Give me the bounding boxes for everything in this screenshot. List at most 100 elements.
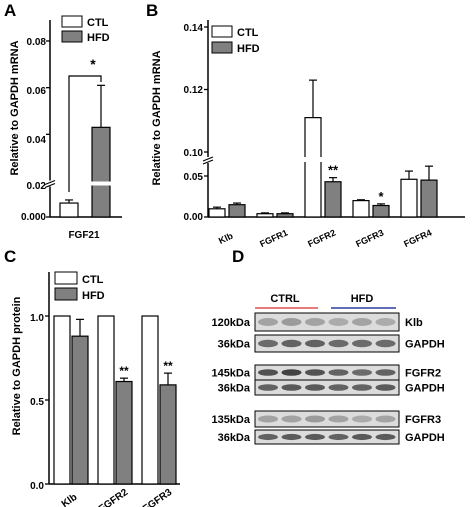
panel-c-ytick: 1.0	[30, 313, 44, 324]
panel-c-xtick: Klb	[60, 492, 80, 507]
blot-band	[352, 369, 372, 376]
blot-row-frame	[254, 410, 400, 428]
panel-b-ytick: 0.05	[184, 172, 204, 183]
panel-b-legend-hfd-swatch	[211, 41, 233, 54]
panel-a-significance: *	[90, 56, 96, 72]
panel-b-ytick: 0.12	[184, 85, 204, 96]
blot-band	[281, 339, 302, 348]
blot-band	[258, 339, 278, 348]
panel-c-xtick: FGFR3	[141, 487, 175, 507]
blot-band	[375, 384, 396, 391]
panel-b-bar-ctl	[400, 178, 418, 218]
panel-c-plot: Klb ** FGFR2 ** FGFR3	[45, 272, 180, 507]
panel-c-legend-ctl: CTL	[82, 274, 104, 286]
blot-row-frame	[254, 429, 400, 445]
blot-mw-label: 36kDa	[218, 432, 251, 444]
panel-b-bar-hfd	[420, 179, 438, 218]
panel-c-bar-ctl	[53, 315, 71, 485]
panel-b-legend-hfd: HFD	[237, 43, 260, 55]
panel-a-ytick: 0.08	[27, 37, 47, 48]
panel-b-bar-hfd	[276, 213, 294, 218]
blot-band	[375, 318, 396, 326]
blot-group-hfd: HFD	[351, 293, 374, 305]
panel-b-bar-hfd	[324, 181, 342, 218]
panel-b-bar-hfd	[228, 204, 246, 218]
blot-band	[352, 415, 372, 423]
panel-a-ytick: 0.02	[27, 181, 47, 192]
panel-c-legend-hfd: HFD	[82, 290, 105, 302]
blot-band	[305, 369, 325, 376]
blot-band	[352, 384, 372, 391]
panel-c: Relative to GAPDH protein 1.0 0.5 0.0 CT…	[11, 271, 105, 492]
panel-a-bar-ctl	[59, 202, 79, 218]
panel-b-bar-ctl	[304, 117, 322, 218]
blot-band	[281, 369, 302, 376]
blot-band	[305, 384, 325, 391]
blot-band	[375, 369, 396, 376]
blot-band	[258, 384, 278, 391]
blot-protein-label: GAPDH	[405, 339, 445, 351]
panel-c-bar-hfd	[71, 335, 89, 485]
blot-band	[352, 339, 372, 348]
blot-band	[375, 433, 396, 441]
blot-band	[328, 339, 349, 348]
panel-b-bar-ctl	[352, 200, 370, 218]
blot-mw-label: 120kDa	[211, 317, 250, 329]
panel-c-significance: **	[163, 359, 173, 373]
blot-protein-label: GAPDH	[405, 432, 445, 444]
panel-b-bar-ctl	[256, 213, 274, 218]
blot-protein-label: Klb	[405, 317, 423, 329]
blot-protein-label: GAPDH	[405, 383, 445, 395]
panel-a-legend-ctl-swatch	[61, 15, 83, 28]
panel-a-ytick: 0.04	[27, 135, 47, 146]
panel-b-axis-break	[202, 159, 214, 165]
panel-a-axis-break	[44, 182, 56, 189]
panel-b-ytick: 0.00	[184, 212, 204, 223]
panel-d-letter: D	[232, 247, 244, 266]
panel-c-ytick: 0.0	[30, 481, 44, 492]
panel-c-legend-ctl-swatch	[54, 271, 78, 285]
panel-a-bar-break	[91, 181, 111, 186]
panel-a-axis-break	[44, 179, 56, 186]
panel-a-axis-break-gap	[45, 180, 55, 187]
panel-a-ytick: 0.06	[27, 86, 47, 97]
panel-c-bar-hfd	[115, 380, 133, 485]
panel-c-bar-ctl	[141, 315, 159, 485]
panel-c-ytick: 0.5	[30, 397, 44, 408]
panel-b-xtick: FGFR2	[306, 228, 337, 250]
panel-a-bar-hfd	[91, 126, 111, 218]
blot-band	[258, 415, 278, 423]
panel-a-ylabel: Relative to GAPDH mRNA	[9, 40, 21, 175]
blot-band	[375, 415, 396, 423]
blot-band	[328, 415, 349, 423]
panel-b-ytick: 0.10	[184, 148, 204, 159]
panel-a-legend-hfd: HFD	[87, 32, 110, 44]
panel-b-axis-break-gap	[203, 157, 213, 163]
panel-a-ytick: 0.000	[21, 212, 46, 223]
panel-b-xtick: FGFR3	[354, 228, 385, 250]
panel-a-legend-ctl: CTL	[87, 17, 109, 29]
blot-band	[281, 318, 302, 326]
panel-b-significance: **	[328, 163, 339, 178]
panel-b-ytick: 0.14	[184, 23, 204, 34]
blot-mw-label: 36kDa	[218, 339, 251, 351]
panel-b: Relative to GAPDH mRNA 0.14 0.12 0.10 0.…	[151, 23, 260, 223]
blot-band	[281, 433, 302, 441]
blot-mw-label: 36kDa	[218, 383, 251, 395]
panel-a-plot	[44, 20, 122, 218]
blot-band	[305, 339, 325, 348]
panel-c-xtick: FGFR2	[97, 487, 131, 507]
panel-c-bar-ctl	[97, 315, 115, 485]
blot-row-frame	[254, 379, 400, 396]
blot-band	[258, 318, 278, 326]
blot-band	[328, 433, 349, 441]
panel-c-ylabel: Relative to GAPDH protein	[11, 296, 23, 435]
panel-c-legend-hfd-swatch	[54, 287, 78, 301]
blot-protein-label: FGFR2	[405, 368, 441, 380]
panel-b-bar-ctl	[208, 208, 226, 218]
blot-band	[258, 433, 278, 441]
blot-band	[258, 369, 278, 376]
panel-b-ylabel: Relative to GAPDH mRNA	[151, 50, 163, 185]
panel-d-blot: CTRL HFD	[255, 293, 396, 309]
